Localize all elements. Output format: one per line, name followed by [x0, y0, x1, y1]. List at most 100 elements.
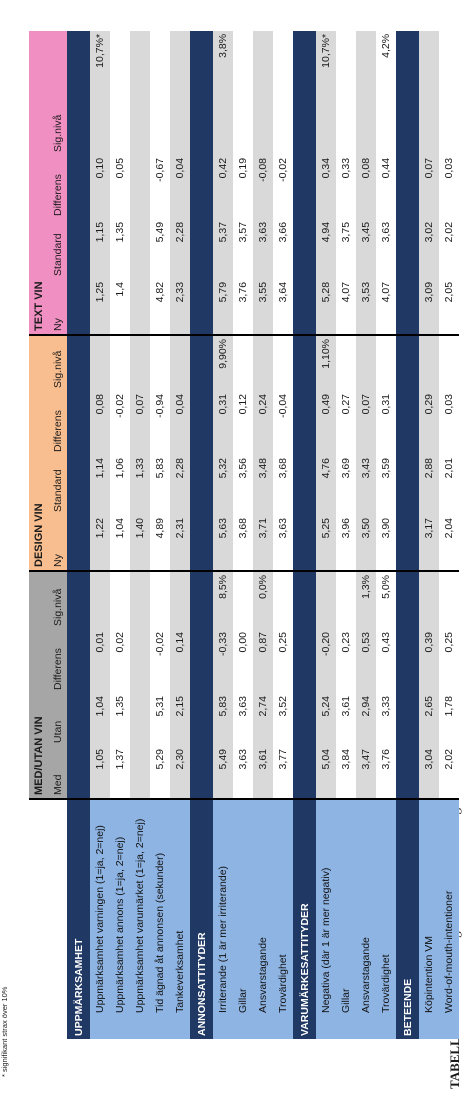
value-cell: 1,40	[130, 514, 150, 571]
table-row: Gillar 3,84 3,61 0,23 3,96 3,69 0,27 4,07 3,75 0,…	[336, 30, 356, 1039]
value-cell: 3,61	[336, 693, 356, 746]
value-cell: -0,08	[253, 154, 273, 219]
value-cell: 0,02	[110, 629, 130, 693]
table-row: Negativa (där 1 är mer negativ) 5,04 5,24-…	[316, 30, 336, 1039]
value-cell: 5,37	[213, 218, 233, 279]
value-cell: 1,4	[110, 278, 130, 335]
value-cell	[130, 30, 150, 155]
value-cell	[233, 30, 253, 155]
value-cell: 2,04	[439, 514, 459, 571]
value-cell	[130, 570, 150, 629]
value-cell	[110, 30, 130, 155]
value-cell: 0,44	[376, 154, 396, 219]
value-cell	[90, 334, 110, 391]
value-cell: 0,39	[419, 629, 439, 693]
value-cell: -0,02	[150, 629, 170, 693]
value-cell: 0,25	[273, 629, 293, 693]
value-cell: 0,23	[336, 629, 356, 693]
value-cell: 0,03	[439, 390, 459, 455]
value-cell: 3,59	[376, 454, 396, 515]
value-cell: 1,04	[90, 693, 110, 746]
value-cell: 3,63	[253, 218, 273, 279]
section-row: UPPMÄRKSAMHET	[67, 30, 90, 1039]
value-cell: 1,05	[90, 746, 110, 799]
value-cell: 0,04	[170, 154, 190, 219]
value-cell: 1,06	[110, 454, 130, 515]
value-cell: 3,61	[253, 746, 273, 799]
subheader-cell: Sig.nivå	[48, 30, 67, 155]
value-cell: 5,63	[213, 514, 233, 571]
table-row: Köpintention VM 3,04 2,65 0,39 3,17 2,88 0,29 3…	[419, 30, 439, 1039]
value-cell: 0,03	[439, 154, 459, 219]
value-cell: 2,05	[439, 278, 459, 335]
value-cell	[376, 334, 396, 391]
value-cell: 1,35	[110, 218, 130, 279]
value-cell: 0,27	[336, 390, 356, 455]
value-cell: 10,7%*	[90, 30, 110, 155]
value-cell: 2,94	[356, 693, 376, 746]
value-cell: 3,64	[273, 278, 293, 335]
subheader-cell: Med	[48, 746, 67, 799]
value-cell	[356, 30, 376, 155]
value-cell: 0,05	[110, 154, 130, 219]
value-cell: 0,07	[130, 390, 150, 455]
value-cell: 1,15	[90, 218, 110, 279]
table-row: Trovärdighet 3,76 3,33 0,43 5,0% 3,90 3,59 0,31…	[376, 30, 396, 1039]
value-cell: 3,53	[356, 278, 376, 335]
value-cell: 5,49	[213, 746, 233, 799]
value-cell: 1,3%	[356, 570, 376, 629]
group-header-text: TEXT VIN	[29, 30, 48, 335]
value-cell: 4,76	[316, 454, 336, 515]
footnote: * signifikant strax över 10%	[0, 986, 9, 1077]
value-cell: 0,12	[233, 390, 253, 455]
value-cell: 3,84	[336, 746, 356, 799]
section-row: VARUMÄRKESATTITYDER	[293, 30, 316, 1039]
value-cell: 10,7%*	[316, 30, 336, 155]
value-cell: 3,76	[376, 746, 396, 799]
table-row: Ansvarstagande 3,47 2,94 0,53 1,3% 3,50 3,43 0,…	[356, 30, 376, 1039]
value-cell: 3,33	[376, 693, 396, 746]
value-cell: 0,08	[356, 154, 376, 219]
value-cell: 1,22	[90, 514, 110, 571]
value-cell: 0,87	[253, 629, 273, 693]
value-cell: 3,90	[376, 514, 396, 571]
table-row: Uppmärksamhet varningen (1=ja, 2=nej) 1,0…	[90, 30, 110, 1039]
value-cell	[233, 334, 253, 391]
value-cell: 0,0%	[253, 570, 273, 629]
value-cell	[439, 30, 459, 155]
row-label: Trovärdighet	[376, 799, 396, 1039]
section-row: ANNONSATTITYDER	[190, 30, 213, 1039]
value-cell	[439, 334, 459, 391]
value-cell	[233, 570, 253, 629]
row-label: Ansvarstagande	[253, 799, 273, 1039]
row-label: Uppmärksamhet varumärket (1=ja, 2=nej)	[130, 799, 150, 1039]
value-cell	[439, 570, 459, 629]
row-label: Gillar	[233, 799, 253, 1039]
subheader-cell: Sig.nivå	[48, 334, 67, 391]
value-cell: 0,29	[419, 390, 439, 455]
table-row: Word-of-mouth-intentioner 2,02 1,78 0,25 2,0…	[439, 30, 459, 1039]
value-cell: 5,04	[316, 746, 336, 799]
table-row: Gillar 3,63 3,63 0,00 3,68 3,56 0,12 3,76 3,57 0,…	[233, 30, 253, 1039]
value-cell: 3,71	[253, 514, 273, 571]
value-cell: 2,15	[170, 693, 190, 746]
value-cell: 0,14	[170, 629, 190, 693]
value-cell	[130, 629, 150, 693]
value-cell: 1,78	[439, 693, 459, 746]
value-cell: 0,04	[170, 390, 190, 455]
value-cell	[419, 30, 439, 155]
value-cell: -0,20	[316, 629, 336, 693]
subheader-cell: Ny	[48, 514, 67, 571]
value-cell	[130, 278, 150, 335]
value-cell: 5,83	[213, 693, 233, 746]
value-cell: 0,31	[213, 390, 233, 455]
value-cell: 0,19	[233, 154, 253, 219]
row-label: Tankeverksamhet	[170, 799, 190, 1039]
value-cell: 2,33	[170, 278, 190, 335]
subheader-row: Med Utan Differens Sig.nivå Ny Standard …	[48, 30, 67, 1039]
value-cell: 8,5%	[213, 570, 233, 629]
value-cell: 3,57	[233, 218, 253, 279]
value-cell: -0,94	[150, 390, 170, 455]
section-row: BETEENDE	[396, 30, 419, 1039]
value-cell: 2,31	[170, 514, 190, 571]
